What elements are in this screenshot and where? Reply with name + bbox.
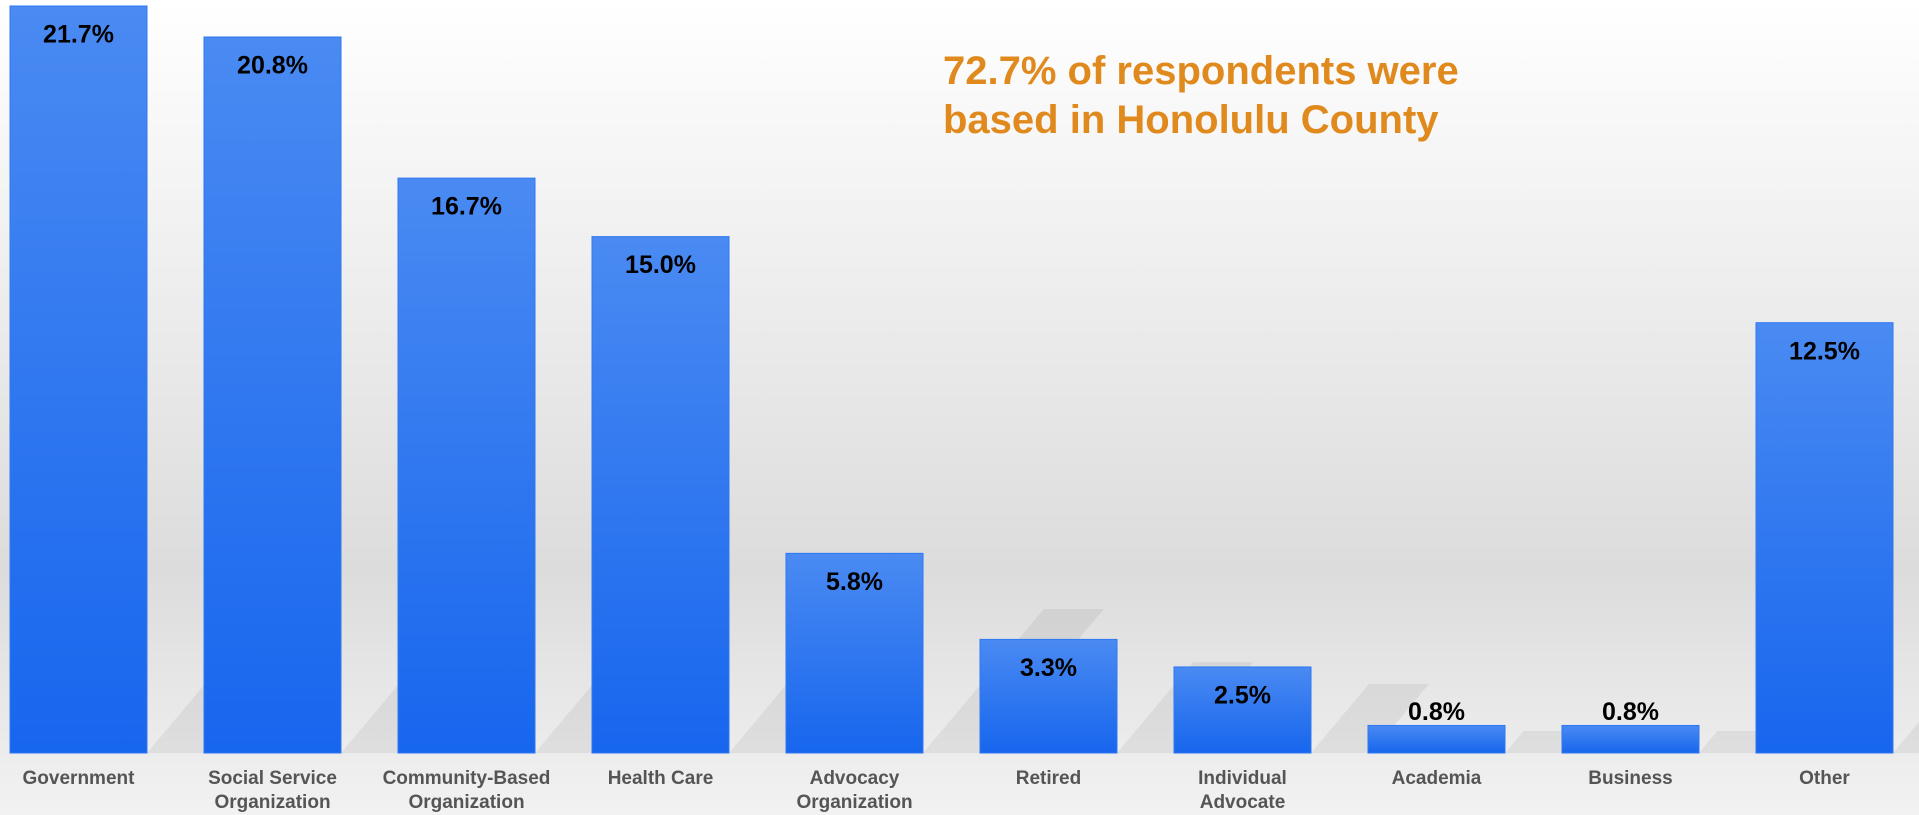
- value-label: 2.5%: [1214, 682, 1271, 710]
- x-tick-label: Individual Advocate: [1198, 768, 1287, 813]
- bar: [397, 177, 536, 754]
- bar: [9, 5, 148, 754]
- bar: [203, 36, 342, 754]
- x-tick-label: Community-Based Organization: [383, 768, 551, 813]
- bar: [979, 638, 1118, 754]
- x-tick-label: Social Service Organization: [208, 768, 337, 813]
- bar: [1173, 666, 1312, 754]
- value-label: 0.8%: [1602, 698, 1659, 726]
- x-tick-label: Other: [1799, 768, 1850, 789]
- value-label: 5.8%: [826, 568, 883, 596]
- x-tick-label: Academia: [1392, 768, 1482, 789]
- bar: [1755, 322, 1894, 754]
- bar: [785, 552, 924, 754]
- value-label: 3.3%: [1020, 654, 1077, 682]
- value-label: 12.5%: [1789, 337, 1860, 365]
- value-label: 20.8%: [237, 52, 308, 80]
- value-label: 15.0%: [625, 251, 696, 279]
- value-label: 16.7%: [431, 193, 502, 221]
- value-label: 21.7%: [43, 21, 114, 49]
- bar: [1367, 724, 1506, 754]
- x-tick-label: Advocacy Organization: [796, 768, 912, 813]
- bar: [591, 236, 730, 754]
- value-label: 0.8%: [1408, 698, 1465, 726]
- x-tick-label: Health Care: [608, 768, 714, 789]
- x-tick-label: Government: [23, 768, 136, 789]
- x-tick-label: Business: [1588, 768, 1672, 789]
- bar: [1561, 724, 1700, 754]
- annotation: 72.7% of respondents were based in Honolu…: [943, 49, 1459, 142]
- x-tick-label: Retired: [1016, 768, 1081, 789]
- bar-shadow: [1310, 684, 1429, 754]
